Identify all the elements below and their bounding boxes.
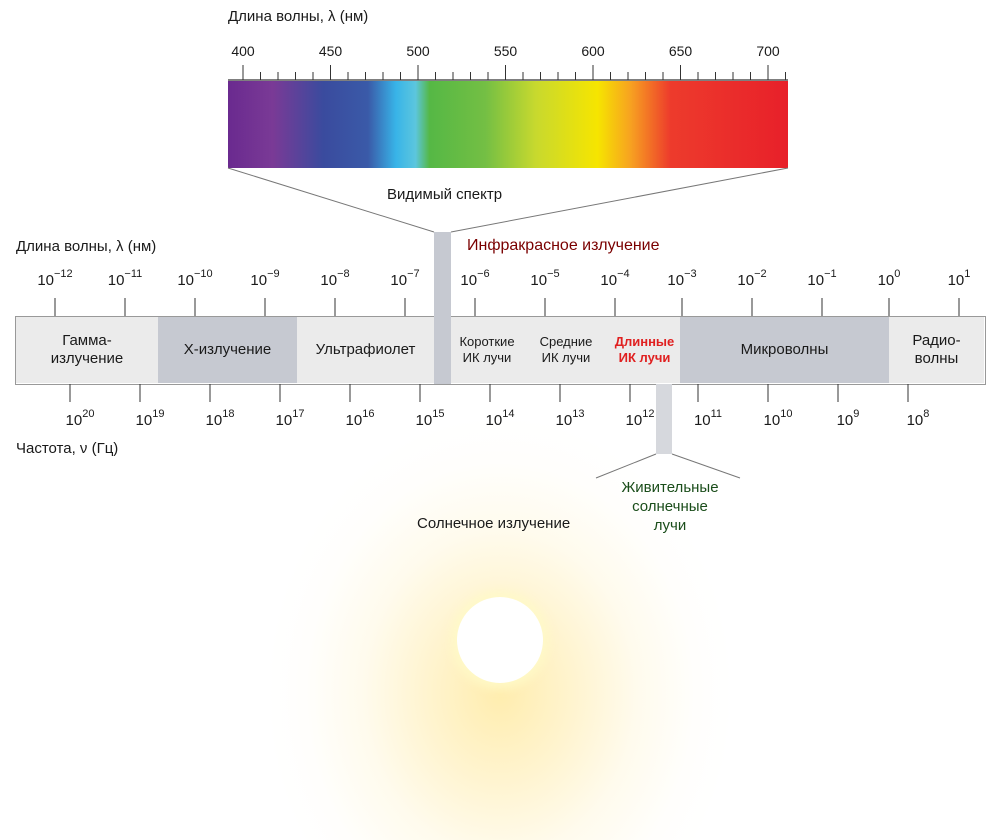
band-short-ir: Короткие ИК лучи [451,317,523,383]
visible-tick-label: 450 [318,43,343,59]
wavelength-title: Длина волны, λ (нм) [16,238,157,255]
band-microwave: Микроволны [680,317,889,383]
life-rays-slit [656,384,672,454]
frequency-tick-label: 1019 [135,408,165,429]
visible-tick-label: 400 [231,43,255,59]
life-rays-line-left [595,453,657,479]
life-rays-label: Живительные солнечные лучи [621,479,719,534]
band-uv: Ультрафиолет [297,317,434,383]
visible-spectrum-caption: Видимый спектр [387,186,503,203]
frequency-tick-label: 1018 [205,408,235,429]
wavelength-tick-label: 10−10 [177,268,213,289]
band-short-ir-label: Короткие ИК лучи [459,334,515,365]
frequency-tick-label: 1020 [65,408,95,429]
scale-ticks [54,298,960,479]
infrared-label: Инфракрасное излучение [467,237,660,254]
band-mid-ir: Средние ИК лучи [523,317,609,383]
frequency-tick-label: 1011 [693,408,723,429]
wavelength-tick-label: 10−1 [807,268,837,289]
zoom-line-right [450,167,789,233]
band-long-ir: Длинные ИК лучи [609,317,680,383]
band-mid-ir-label: Средние ИК лучи [539,334,593,365]
wavelength-tick-label: 10−6 [460,268,490,289]
band-gamma: Гамма- излучение [16,317,158,383]
wavelength-tick-label: 10−12 [37,268,73,289]
visible-slit [434,232,451,384]
wavelength-tick-label: 10−9 [250,268,280,289]
frequency-tick-label: 1012 [625,408,655,429]
band-xray-label: X-излучение [183,341,272,358]
band-xray: X-излучение [158,317,297,383]
frequency-tick-label: 1015 [415,408,445,429]
frequency-tick-label: 109 [836,408,860,429]
band-radio: Радио- волны [889,317,984,383]
visible-tick-label: 550 [493,43,518,59]
zoom-line-left [227,167,435,233]
visible-axis-ticks [242,65,786,80]
wavelength-tick-label: 10−2 [737,268,767,289]
frequency-tick-label: 1014 [485,408,515,429]
wavelength-tick-label: 101 [947,268,971,289]
visible-spectrum-graphic [227,65,789,233]
band-microwave-label: Микроволны [740,341,829,358]
wavelength-tick-label: 10−4 [600,268,630,289]
frequency-title: Частота, ν (Гц) [16,440,119,457]
solar-radiation-label: Солнечное излучение [417,515,571,532]
visible-wavelength-title: Длина волны, λ (нм) [228,8,369,25]
wavelength-tick-label: 10−8 [320,268,350,289]
frequency-tick-label: 108 [906,408,930,429]
wavelength-tick-label: 10−5 [530,268,560,289]
wavelength-tick-label: 100 [877,268,901,289]
wavelength-tick-label: 10−11 [107,268,143,289]
wavelength-tick-label: 10−7 [390,268,420,289]
band-radio-label: Радио- волны [912,332,961,367]
visible-tick-label: 650 [668,43,693,59]
visible-spectrum-bar [228,81,788,168]
visible-tick-label: 500 [406,43,430,59]
band-uv-label: Ультрафиолет [315,341,416,358]
frequency-tick-label: 1016 [345,408,375,429]
life-rays-line-right [671,453,741,479]
visible-tick-label: 700 [756,43,780,59]
band-gamma-label: Гамма- излучение [50,332,124,367]
frequency-tick-label: 1017 [275,408,305,429]
frequency-tick-label: 1010 [763,408,793,429]
band-long-ir-label: Длинные ИК лучи [614,334,675,365]
visible-tick-label: 600 [581,43,605,59]
frequency-tick-label: 1013 [555,408,585,429]
wavelength-tick-label: 10−3 [667,268,697,289]
